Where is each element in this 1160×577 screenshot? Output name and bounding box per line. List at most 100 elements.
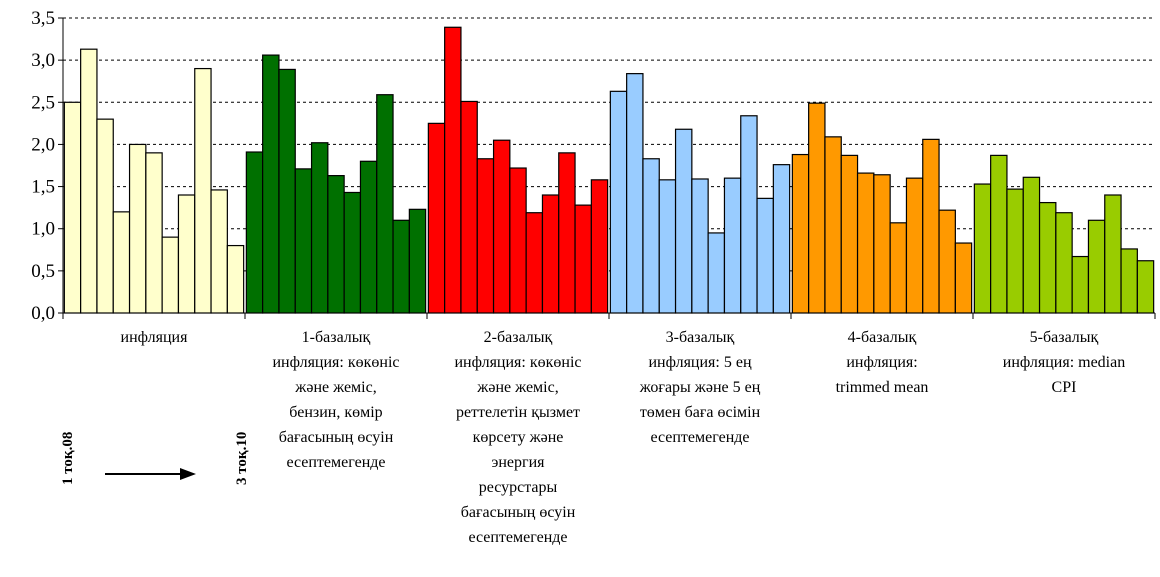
group-label-line: инфляция: көкөніс xyxy=(454,354,581,371)
bar xyxy=(574,204,592,314)
group-label-line: инфляция: 5 ең xyxy=(648,354,751,371)
bar xyxy=(112,211,131,314)
bar xyxy=(922,138,940,314)
bar xyxy=(177,194,196,314)
bar xyxy=(226,244,245,314)
bar xyxy=(1071,255,1090,314)
bar xyxy=(96,118,114,314)
y-tick-label: 3,0 xyxy=(31,50,55,71)
bar xyxy=(856,172,875,314)
group-label-line: төмен баға өсімін xyxy=(640,404,761,421)
group-label-line: энергия xyxy=(491,454,545,471)
group-label-line: бағасының өсуін xyxy=(461,504,576,521)
bar xyxy=(444,26,462,314)
group-label-line: ресурстары xyxy=(479,479,558,496)
group-label: инфляция xyxy=(121,329,189,346)
bar xyxy=(973,183,992,314)
bar xyxy=(262,54,280,314)
bar xyxy=(740,115,758,314)
bar xyxy=(840,154,859,314)
group-label-line: 2-базалық xyxy=(484,329,553,346)
bar xyxy=(294,168,313,314)
bar xyxy=(427,122,446,314)
group-label: 2-базалық инфляция: көкөніс және жеміс, рет… xyxy=(454,329,581,546)
bar xyxy=(938,209,956,314)
group-label-line: 3-базалық xyxy=(666,329,735,346)
bar xyxy=(408,208,427,314)
bar xyxy=(245,151,264,314)
bar xyxy=(509,167,527,314)
bar xyxy=(905,177,924,314)
group-label: 1-базалық инфляция: көкөніс және жеміс, бен… xyxy=(272,329,399,471)
bar xyxy=(278,68,296,314)
bar xyxy=(460,100,478,314)
bar xyxy=(63,101,82,314)
bar xyxy=(808,102,826,314)
bar xyxy=(476,158,495,314)
group-label-line: инфляция: көкөніс xyxy=(272,354,399,371)
bar xyxy=(343,191,362,314)
group-label-line: trimmed mean xyxy=(836,379,929,396)
y-tick-label: 1,0 xyxy=(31,219,55,240)
y-tick-label: 0,0 xyxy=(31,303,55,324)
group-label-line: есептемегенде xyxy=(650,429,749,446)
bar xyxy=(873,174,891,314)
period-end-label: 3 тоқ.10 xyxy=(234,432,250,485)
group-label-line: инфляция: median xyxy=(1003,354,1125,371)
group-label-line: инфляция xyxy=(121,329,189,346)
bar xyxy=(674,128,693,314)
bar xyxy=(145,152,163,314)
bar xyxy=(590,179,609,314)
y-tick-label: 2,0 xyxy=(31,134,55,155)
bar xyxy=(1022,176,1041,314)
bar xyxy=(824,136,842,314)
group-label-line: 1-базалық xyxy=(302,329,371,346)
group-label-line: бағасының өсуін xyxy=(279,429,394,446)
group-label-line: 5-базалық xyxy=(1030,329,1099,346)
bar xyxy=(376,94,394,314)
bar xyxy=(1006,188,1024,314)
bar xyxy=(626,73,644,314)
bar xyxy=(1120,248,1138,314)
bar xyxy=(128,143,147,314)
group-label: 5-базалық инфляция: median CPI xyxy=(1003,329,1125,396)
group-label-line: реттелетін қызмет xyxy=(456,404,580,421)
y-tick-label: 0,5 xyxy=(31,261,55,282)
bar xyxy=(1055,212,1073,314)
gridlines xyxy=(63,17,1155,272)
y-tick-label: 1,5 xyxy=(31,177,55,198)
bar xyxy=(210,189,228,314)
bar xyxy=(492,139,511,314)
bar xyxy=(658,179,677,314)
group-label-line: инфляция: xyxy=(846,354,917,371)
period-note: 1 тоқ.08 3 тоқ.10 xyxy=(60,432,250,485)
bar xyxy=(161,236,180,314)
group-label-line: бензин, көмір xyxy=(289,404,382,421)
bar xyxy=(609,90,628,314)
bar xyxy=(327,175,345,314)
group-label-line: CPI xyxy=(1052,379,1077,396)
bar xyxy=(707,232,726,314)
bar xyxy=(1104,194,1122,314)
period-arrow-head xyxy=(180,468,196,480)
group-label-line: 4-базалық xyxy=(848,329,917,346)
bar xyxy=(392,219,410,314)
bar xyxy=(1136,260,1155,314)
bar xyxy=(889,222,908,314)
bar xyxy=(80,48,98,314)
period-start-label: 1 тоқ.08 xyxy=(60,432,76,485)
bar xyxy=(359,160,378,314)
y-tick-labels: 0,0 0,5 1,0 1,5 2,0 2,5 3,0 3,5 xyxy=(31,8,1156,324)
bar xyxy=(1038,201,1057,314)
bar xyxy=(1087,219,1106,314)
bar xyxy=(772,164,791,314)
bar xyxy=(723,177,742,314)
group-label-line: жоғары және 5 ең xyxy=(639,379,761,396)
bar xyxy=(558,152,576,314)
y-tick-label: 2,5 xyxy=(31,92,55,113)
group-label-line: есептемегенде xyxy=(468,529,567,546)
group-labels: инфляция 1-базалық инфляция: көкөніс және ж… xyxy=(121,329,1126,546)
bar xyxy=(691,178,709,314)
group-label-line: есептемегенде xyxy=(286,454,385,471)
